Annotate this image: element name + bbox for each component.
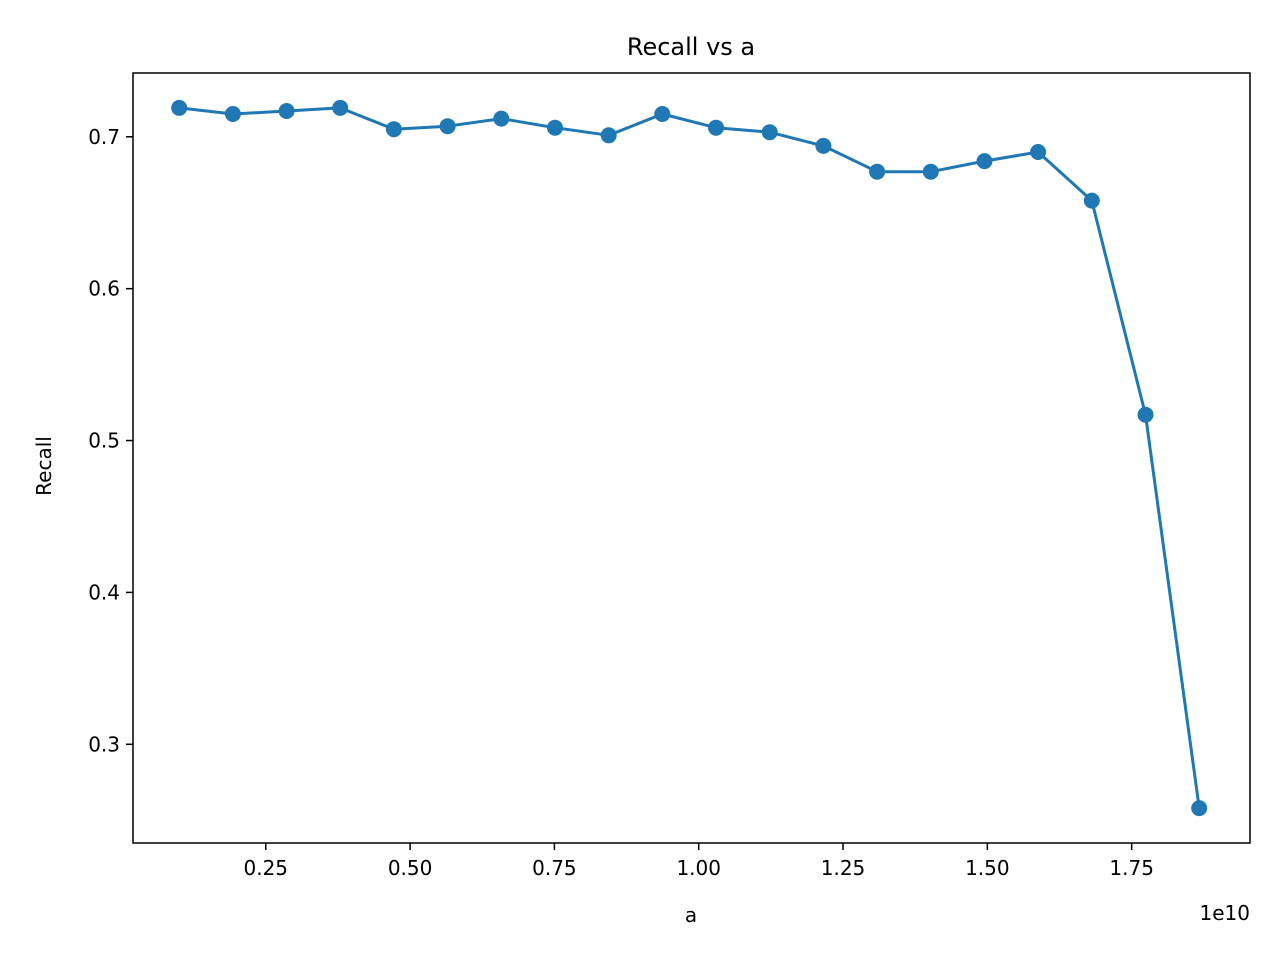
axes-frame bbox=[132, 72, 1251, 844]
x-tick-label: 1.25 bbox=[821, 856, 866, 880]
y-tick-label: 0.7 bbox=[88, 125, 120, 149]
data-point bbox=[654, 106, 671, 122]
data-point bbox=[1137, 406, 1154, 423]
x-axis-offset-label: 1e10 bbox=[1200, 901, 1250, 925]
x-tick-label: 0.25 bbox=[244, 856, 289, 880]
data-point bbox=[278, 103, 295, 119]
data-point bbox=[976, 153, 993, 170]
y-tick-label: 0.6 bbox=[88, 277, 120, 301]
data-point bbox=[224, 106, 241, 122]
data-point bbox=[1030, 144, 1047, 160]
y-tick-label: 0.4 bbox=[88, 580, 120, 604]
data-point bbox=[332, 99, 349, 116]
data-point bbox=[761, 124, 778, 141]
x-axis-label: a bbox=[685, 903, 697, 927]
axes: 0.25 0.50 0.75 1.00 1.25 1.50 1.75 0.3 0.4 0.5 0.6… bbox=[88, 72, 1251, 880]
series-line bbox=[177, 106, 1201, 810]
data-point bbox=[171, 99, 188, 116]
y-tick-label: 0.5 bbox=[88, 429, 120, 453]
data-point bbox=[439, 118, 456, 135]
x-tick-label: 1.00 bbox=[676, 856, 721, 880]
y-axis-label: Recall bbox=[32, 436, 56, 496]
data-point bbox=[708, 119, 724, 136]
data-point bbox=[815, 137, 832, 154]
y-tick-label: 0.3 bbox=[88, 732, 120, 756]
plot-area bbox=[171, 99, 1208, 817]
data-point bbox=[869, 163, 886, 180]
data-point bbox=[385, 121, 402, 138]
x-tick-label: 0.75 bbox=[532, 856, 577, 880]
data-point bbox=[1083, 192, 1100, 209]
data-point bbox=[922, 163, 939, 180]
data-point bbox=[600, 127, 617, 144]
x-tick-label: 0.50 bbox=[388, 856, 433, 880]
data-point bbox=[547, 119, 563, 136]
x-tick-label: 1.50 bbox=[965, 856, 1010, 880]
data-point bbox=[1191, 800, 1208, 817]
x-tick-label: 1.75 bbox=[1109, 856, 1154, 880]
data-point bbox=[493, 110, 510, 127]
chart-title: Recall vs a bbox=[627, 33, 755, 61]
